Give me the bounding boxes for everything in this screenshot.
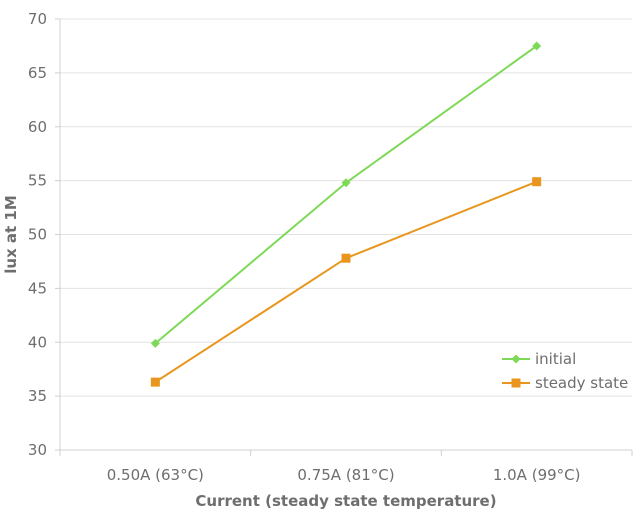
legend-marker <box>511 378 521 388</box>
legend-item: steady state <box>502 374 628 392</box>
series-line <box>154 180 538 383</box>
y-tick-label: 35 <box>28 387 47 405</box>
gridlines <box>60 18 632 397</box>
legend-marker <box>511 354 521 364</box>
y-tick-label: 30 <box>28 441 47 459</box>
axes <box>55 18 633 456</box>
data-point <box>341 253 351 263</box>
y-axis-title: lux at 1M <box>2 195 20 274</box>
series-steady-state <box>150 177 542 387</box>
y-tick-label: 50 <box>28 226 47 244</box>
legend: initial steady state <box>502 350 628 392</box>
series-initial <box>150 41 542 348</box>
y-tick-label: 70 <box>28 10 47 28</box>
data-point <box>532 41 542 51</box>
y-tick-label: 55 <box>28 172 47 190</box>
series-line <box>154 45 538 345</box>
data-point <box>532 177 542 187</box>
x-tick-label: 0.50A (63°C) <box>107 466 204 484</box>
x-tick-label: 0.75A (81°C) <box>297 466 394 484</box>
x-axis-ticks: 0.50A (63°C) 0.75A (81°C) 1.0A (99°C) <box>107 466 581 484</box>
y-tick-label: 40 <box>28 333 47 351</box>
x-axis-title: Current (steady state temperature) <box>195 492 496 510</box>
y-tick-label: 60 <box>28 118 47 136</box>
y-tick-label: 45 <box>28 279 47 297</box>
data-point <box>150 338 160 348</box>
legend-label: initial <box>535 350 576 368</box>
y-tick-label: 65 <box>28 64 47 82</box>
x-tick-label: 1.0A (99°C) <box>493 466 581 484</box>
legend-label: steady state <box>535 374 628 392</box>
y-axis-ticks: 30 35 40 45 50 55 60 65 70 <box>28 10 47 459</box>
data-point <box>341 178 351 188</box>
legend-item: initial <box>502 350 576 368</box>
series-group <box>150 41 542 387</box>
data-point <box>150 377 160 387</box>
